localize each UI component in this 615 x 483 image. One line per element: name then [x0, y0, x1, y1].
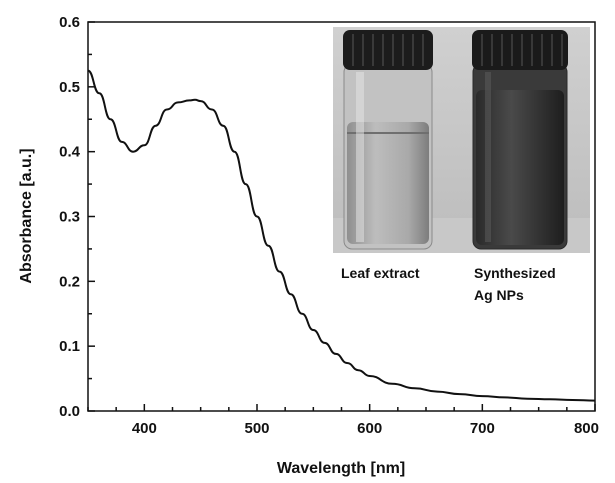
y-tick-label: 0.5: [59, 79, 80, 96]
y-axis-ticks: 0.0 0.1 0.2 0.3 0.4 0.5 0.6: [59, 14, 95, 420]
y-tick-label: 0.3: [59, 209, 80, 226]
y-tick-label: 0.1: [59, 338, 80, 355]
x-axis-title: Wavelength [nm]: [277, 460, 405, 477]
leaf-extract-vial: [343, 30, 433, 250]
ag-nps-vial: [472, 30, 568, 250]
x-tick-label: 500: [244, 420, 269, 437]
ag-nps-cap: [472, 30, 568, 70]
x-axis-ticks: 400 500 600 700 800: [87, 404, 599, 437]
y-tick-label: 0.0: [59, 403, 80, 420]
y-tick-label: 0.2: [59, 273, 80, 290]
inset-label-synthesized: Synthesized: [474, 265, 556, 281]
y-axis-title: Absorbance [a.u.]: [18, 148, 35, 283]
y-tick-label: 0.6: [59, 14, 80, 31]
x-tick-label: 700: [470, 420, 495, 437]
x-tick-label: 600: [357, 420, 382, 437]
absorbance-curve: [87, 69, 596, 402]
leaf-extract-cap: [343, 30, 433, 70]
inset-label-leaf-extract: Leaf extract: [341, 265, 420, 281]
inset-label-ag-nps: Ag NPs: [474, 287, 524, 303]
y-tick-label: 0.4: [59, 144, 81, 161]
vials-photo-inset: Leaf extract Synthesized Ag NPs: [333, 27, 590, 303]
x-tick-label: 400: [132, 420, 157, 437]
x-tick-label: 800: [574, 420, 599, 437]
